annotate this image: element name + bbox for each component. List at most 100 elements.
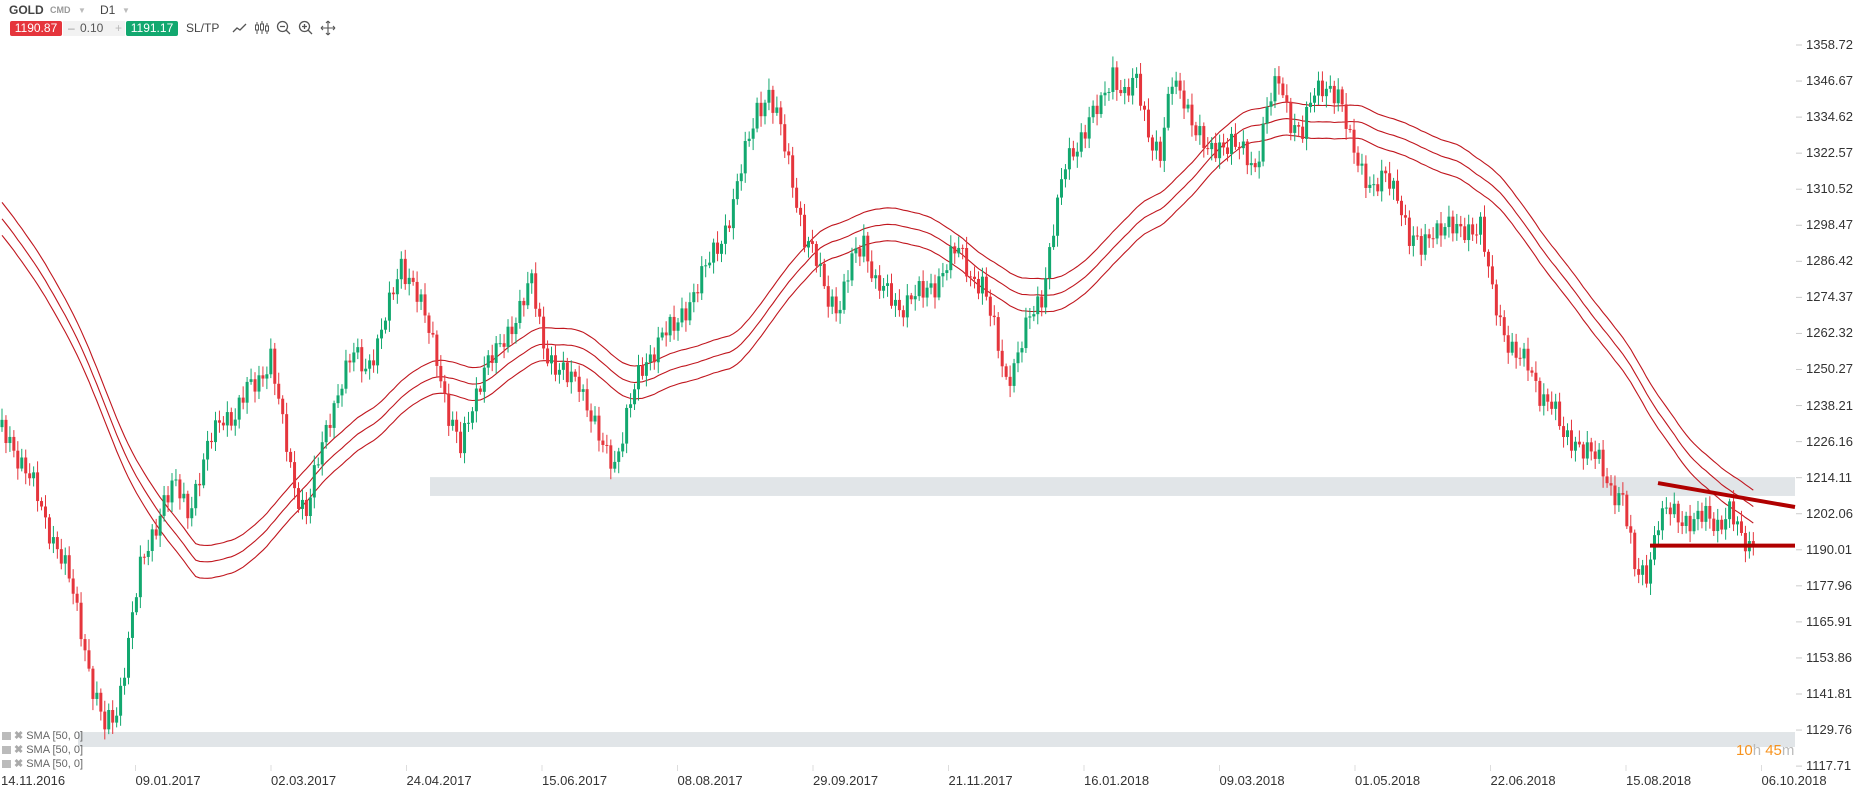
y-tick-label: 1177.96 bbox=[1806, 577, 1853, 593]
candle-up bbox=[1380, 170, 1384, 192]
candle-up bbox=[308, 497, 312, 517]
symbol-dropdown-icon[interactable]: ▼ bbox=[78, 6, 86, 15]
candle-up bbox=[213, 420, 217, 443]
candle-up bbox=[482, 367, 486, 392]
candle-countdown: 10h 45m bbox=[1736, 742, 1795, 759]
symbol-label[interactable]: GOLD bbox=[9, 3, 44, 17]
candle-up bbox=[893, 299, 897, 306]
timeframe-select[interactable]: D1 bbox=[100, 3, 116, 17]
volume-decrease-button[interactable]: – bbox=[68, 21, 75, 35]
candle-down bbox=[826, 286, 830, 307]
candle-down bbox=[1000, 350, 1004, 367]
indicator-settings-icon[interactable] bbox=[2, 746, 11, 755]
candle-up bbox=[170, 480, 174, 503]
remove-indicator-icon[interactable]: ✖ bbox=[14, 758, 24, 770]
x-tick-label: 29.09.2017 bbox=[813, 773, 879, 788]
remove-indicator-icon[interactable]: ✖ bbox=[14, 730, 24, 742]
timeframe-dropdown-icon[interactable]: ▼ bbox=[122, 6, 130, 15]
candle-up bbox=[486, 355, 490, 368]
candle-up bbox=[526, 283, 530, 306]
candle-up bbox=[470, 411, 474, 423]
volume-increase-button[interactable]: + bbox=[115, 21, 123, 35]
buy-button[interactable]: 1191.17 bbox=[126, 21, 178, 36]
indicator-legend-item[interactable]: ✖ SMA [50, 0] bbox=[2, 757, 83, 771]
candle-down bbox=[1233, 133, 1237, 147]
y-tick-label: 1141.81 bbox=[1806, 685, 1853, 701]
candle-up bbox=[1036, 296, 1040, 315]
sltp-button[interactable]: SL/TP bbox=[186, 21, 220, 35]
candle-down bbox=[1415, 235, 1419, 237]
candle-down bbox=[1490, 266, 1494, 285]
candle-up bbox=[320, 442, 324, 465]
indicator-label: SMA [50, 0] bbox=[26, 744, 84, 756]
indicator-legend-item[interactable]: ✖ SMA [50, 0] bbox=[2, 729, 83, 743]
indicator-settings-icon[interactable] bbox=[2, 732, 11, 741]
candle-up bbox=[1696, 510, 1700, 520]
candle-up bbox=[1079, 132, 1083, 152]
candle-up bbox=[1154, 141, 1158, 151]
candle-up bbox=[1336, 89, 1340, 104]
candle-down bbox=[652, 354, 656, 363]
candle-down bbox=[1676, 503, 1680, 523]
candle-up bbox=[1107, 91, 1111, 93]
candle-up bbox=[557, 369, 561, 375]
candle-up bbox=[1166, 93, 1170, 128]
candle-up bbox=[530, 273, 534, 284]
line-chart-icon[interactable] bbox=[232, 20, 248, 36]
candle-up bbox=[688, 302, 692, 321]
candle-up bbox=[20, 457, 24, 469]
crosshair-move-icon[interactable] bbox=[320, 20, 336, 36]
candle-down bbox=[304, 499, 308, 517]
candle-up bbox=[1241, 141, 1245, 149]
candle-down bbox=[459, 431, 463, 454]
candle-up bbox=[506, 326, 510, 347]
candle-down bbox=[1475, 234, 1479, 236]
candle-up bbox=[1736, 521, 1740, 525]
candle-down bbox=[589, 410, 593, 422]
candle-up bbox=[680, 308, 684, 323]
candle-down bbox=[1708, 505, 1712, 519]
volume-value[interactable]: 0.10 bbox=[80, 21, 104, 35]
candle-up bbox=[1012, 363, 1016, 386]
candle-up bbox=[1447, 216, 1451, 228]
candle-up bbox=[1269, 101, 1273, 107]
candle-up bbox=[352, 352, 356, 363]
candle-down bbox=[12, 436, 16, 451]
candle-down bbox=[1546, 394, 1550, 402]
zoom-out-icon[interactable] bbox=[276, 20, 292, 36]
candle-down bbox=[273, 348, 277, 384]
candle-up bbox=[945, 270, 949, 274]
candle-down bbox=[411, 277, 415, 282]
indicator-legend-item[interactable]: ✖ SMA [50, 0] bbox=[2, 743, 83, 757]
candle-down bbox=[1589, 442, 1593, 452]
candles-icon[interactable] bbox=[254, 20, 270, 36]
candle-down bbox=[973, 276, 977, 279]
candle-up bbox=[886, 283, 890, 286]
sma-middle-line bbox=[1, 118, 1754, 563]
candle-down bbox=[779, 107, 783, 125]
candle-up bbox=[340, 388, 344, 396]
indicator-settings-icon[interactable] bbox=[2, 760, 11, 769]
candle-down bbox=[1439, 223, 1443, 236]
candle-down bbox=[1202, 126, 1206, 149]
sell-button[interactable]: 1190.87 bbox=[10, 21, 62, 36]
indicator-label: SMA [50, 0] bbox=[26, 758, 84, 770]
candle-down bbox=[553, 355, 557, 375]
y-tick-label: 1202.06 bbox=[1806, 505, 1853, 521]
zoom-in-icon[interactable] bbox=[298, 20, 314, 36]
candle-up bbox=[755, 102, 759, 129]
y-tick-label: 1226.16 bbox=[1806, 433, 1853, 449]
remove-indicator-icon[interactable]: ✖ bbox=[14, 744, 24, 756]
y-tick-label: 1262.32 bbox=[1806, 325, 1853, 341]
volume-stepper[interactable]: – 0.10 + bbox=[63, 21, 125, 36]
candle-down bbox=[229, 412, 233, 426]
candle-down bbox=[289, 451, 293, 463]
y-tick-label: 1238.21 bbox=[1806, 397, 1853, 413]
candle-down bbox=[953, 246, 957, 254]
candle-down bbox=[1502, 317, 1506, 336]
candle-down bbox=[1194, 125, 1198, 136]
candle-down bbox=[285, 414, 289, 452]
candle-up bbox=[1020, 348, 1024, 353]
candle-up bbox=[1328, 85, 1332, 89]
